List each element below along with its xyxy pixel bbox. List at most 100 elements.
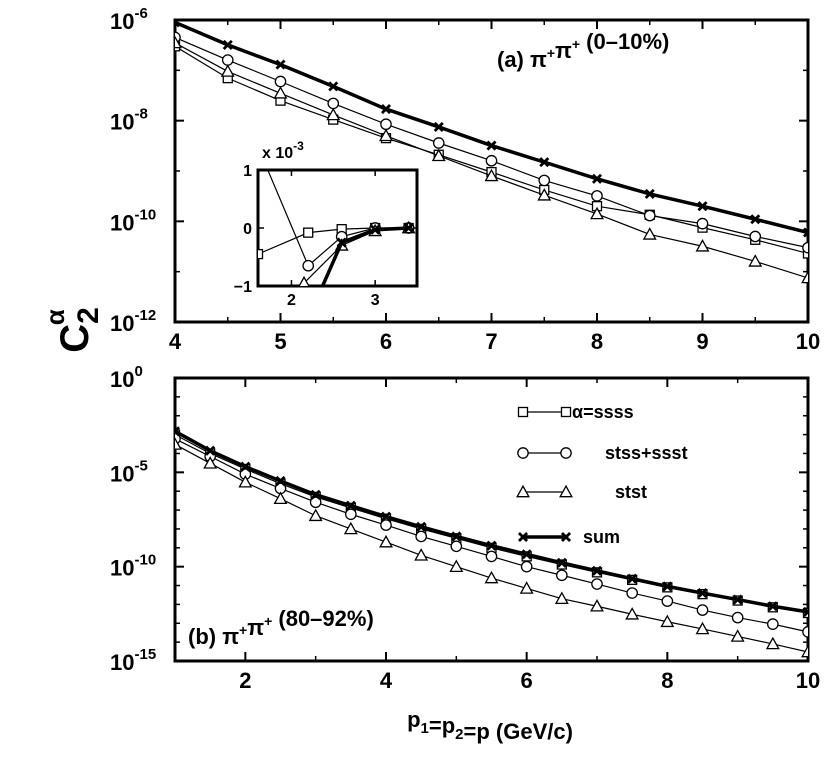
data-point-triangle bbox=[590, 599, 604, 612]
inset-y-tick-label: 1 bbox=[243, 163, 252, 180]
annotation-text: (0–10%) bbox=[580, 29, 669, 54]
series-circle bbox=[175, 432, 808, 638]
inset-x-tick-label: 3 bbox=[371, 292, 380, 309]
data-point-circle bbox=[696, 217, 709, 230]
y-tick-label-exp: -8 bbox=[134, 106, 147, 123]
data-point-triangle bbox=[625, 607, 640, 620]
y-axis-label-sup: α bbox=[40, 309, 70, 325]
data-point-triangle bbox=[748, 254, 763, 267]
data-point-circle bbox=[538, 174, 551, 187]
data-point-circle bbox=[345, 508, 357, 521]
data-point-triangle bbox=[273, 491, 288, 505]
data-point-cross bbox=[521, 549, 532, 560]
y-tick-label: 10-6 bbox=[110, 5, 148, 34]
data-point-cross bbox=[275, 475, 286, 486]
x-axis-label-part: p bbox=[407, 707, 420, 732]
bottom-series bbox=[175, 426, 808, 658]
data-point-triangle bbox=[379, 128, 393, 142]
legend-label: stst bbox=[615, 482, 647, 502]
data-point-cross bbox=[310, 489, 321, 500]
data-point-circle bbox=[643, 209, 656, 222]
series-circle bbox=[175, 31, 808, 254]
x-tick-label: 8 bbox=[661, 668, 673, 693]
y-tick-label: 10-12 bbox=[110, 307, 156, 336]
data-point-square bbox=[802, 248, 808, 259]
data-point-square bbox=[303, 227, 314, 238]
annotation-text: π bbox=[247, 615, 264, 640]
data-point-circle bbox=[556, 569, 568, 582]
data-point-circle bbox=[415, 530, 427, 543]
y-tick-label-base: 10 bbox=[110, 556, 134, 581]
inset-multiplier-exp: -3 bbox=[293, 139, 304, 153]
y-tick-label: 10-10 bbox=[110, 206, 156, 235]
data-point-cross bbox=[416, 521, 427, 532]
inset-multiplier: x 10-3 bbox=[262, 139, 304, 162]
data-point-triangle bbox=[519, 581, 534, 594]
annotation-text: π bbox=[555, 38, 572, 63]
data-point-circle bbox=[274, 75, 287, 88]
data-point-triangle bbox=[537, 188, 552, 201]
inset-y-tick-label: −1 bbox=[234, 279, 252, 296]
data-point-cross bbox=[275, 59, 286, 70]
data-point-triangle bbox=[326, 107, 341, 121]
inset-panel: 2 3 1 0 −1 x 10-3 bbox=[234, 139, 419, 309]
data-point-triangle bbox=[695, 621, 710, 635]
x-axis-label-part: =p (GeV/c) bbox=[464, 719, 573, 744]
data-point-cross bbox=[380, 104, 392, 115]
data-point-circle bbox=[591, 190, 603, 202]
data-point-cross bbox=[345, 500, 356, 511]
data-point-cross bbox=[767, 601, 778, 612]
data-point-triangle bbox=[695, 239, 710, 252]
x-tick-label: 4 bbox=[380, 668, 393, 693]
x-tick-label: 5 bbox=[274, 329, 286, 354]
data-point-triangle bbox=[308, 508, 323, 522]
data-point-cross bbox=[662, 581, 673, 592]
data-point-triangle bbox=[220, 64, 235, 77]
data-point-triangle bbox=[642, 227, 657, 240]
data-point-triangle bbox=[238, 475, 253, 488]
legend: α=ssss stss+ssst stst sum bbox=[516, 402, 688, 547]
data-point-circle bbox=[591, 578, 603, 590]
data-point-triangle bbox=[765, 636, 780, 650]
legend-marker-circle bbox=[560, 447, 572, 459]
inset-multiplier-base: x 10 bbox=[262, 145, 293, 162]
legend-label: stss+ssst bbox=[605, 443, 688, 463]
annotation-sup: + bbox=[239, 622, 247, 638]
inset-x-tick-label: 2 bbox=[287, 292, 296, 309]
y-axis-label-sub: 2 bbox=[72, 307, 105, 324]
y-tick-label: 10-15 bbox=[110, 646, 156, 675]
inset-axes: 2 3 1 0 −1 bbox=[234, 163, 417, 309]
data-point-cross bbox=[486, 140, 497, 151]
data-point-cross bbox=[802, 606, 808, 617]
x-axis-label: p1=p2=p (GeV/c) bbox=[407, 707, 573, 744]
data-point-cross bbox=[370, 224, 381, 235]
data-point-triangle bbox=[379, 534, 393, 548]
data-point-circle bbox=[520, 560, 533, 573]
data-point-triangle bbox=[801, 644, 808, 658]
x-tick-label: 6 bbox=[521, 668, 533, 693]
data-point-circle bbox=[485, 154, 498, 167]
legend-item: stst bbox=[516, 482, 647, 502]
data-point-cross bbox=[205, 445, 216, 456]
data-point-circle bbox=[802, 626, 808, 638]
y-axis-label-text: C2α bbox=[40, 307, 105, 353]
y-axis-label: C2α bbox=[40, 307, 105, 353]
legend-item: α=ssss bbox=[517, 402, 634, 422]
legend-marker-square bbox=[517, 406, 529, 418]
x-axis-label-sub: 1 bbox=[421, 720, 429, 737]
series-triangle bbox=[175, 437, 808, 658]
y-tick-label-base: 10 bbox=[110, 650, 134, 675]
y-tick-label-exp: 0 bbox=[134, 363, 142, 380]
data-point-cross bbox=[697, 201, 708, 212]
series-cross bbox=[175, 20, 808, 238]
data-point-cross bbox=[591, 173, 603, 184]
series-line-cross bbox=[320, 226, 409, 286]
legend-marker-triangle bbox=[559, 484, 573, 498]
annotation-text: (80–92%) bbox=[272, 606, 374, 631]
y-tick-label-exp: -5 bbox=[134, 457, 147, 474]
data-point-circle bbox=[450, 540, 463, 553]
